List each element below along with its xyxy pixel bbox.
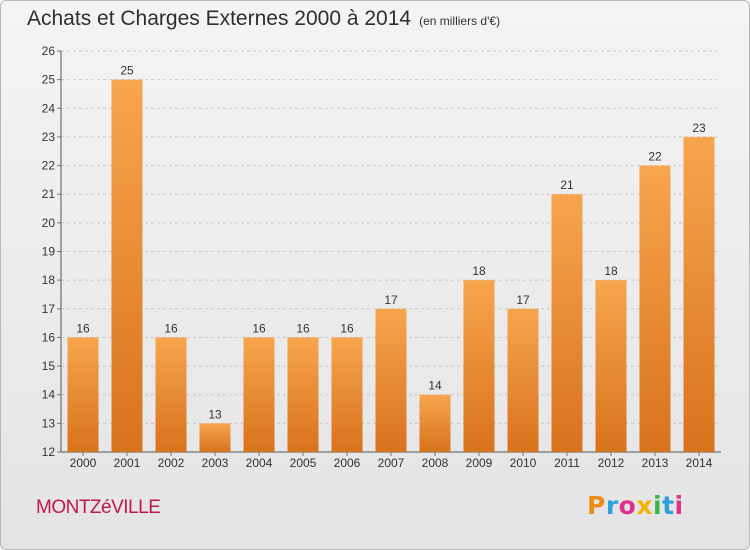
- y-tick-label: 22: [42, 159, 56, 173]
- y-tick-labels: 12 13 14 15 16 17 18 19 20 21 22 23 24 25 26: [42, 44, 56, 459]
- y-tick-label: 24: [42, 101, 56, 115]
- y-tick-label: 21: [42, 187, 56, 201]
- commune-name: MONTZéVILLE: [36, 497, 161, 518]
- logo-letter: P: [587, 491, 606, 520]
- x-tick-label: 2003: [202, 456, 229, 470]
- bar: [595, 280, 627, 452]
- logo-letter: t: [662, 491, 675, 520]
- x-tick-label: 2002: [158, 456, 185, 470]
- y-tick-label: 25: [42, 73, 56, 87]
- y-tick-label: 17: [42, 302, 56, 316]
- bar-value-label: 16: [76, 321, 90, 335]
- x-tick-label: 2012: [598, 456, 625, 470]
- bar: [287, 337, 319, 452]
- y-tick-label: 12: [42, 445, 56, 459]
- y-tick-label: 16: [42, 330, 56, 344]
- logo-letter: x: [636, 491, 653, 520]
- bar: [507, 308, 539, 452]
- y-tick-label: 23: [42, 130, 56, 144]
- x-tick-label: 2004: [246, 456, 273, 470]
- y-tick-label: 20: [42, 216, 56, 230]
- x-tick-label: 2009: [466, 456, 493, 470]
- x-tick-label: 2011: [554, 456, 580, 470]
- bar: [551, 194, 583, 452]
- y-tick-label: 13: [42, 416, 56, 430]
- bar-value-label: 13: [208, 407, 222, 421]
- bar: [639, 165, 671, 453]
- bar-value-label: 16: [340, 321, 354, 335]
- y-tick-label: 18: [42, 273, 56, 287]
- bar: [331, 337, 363, 452]
- bar-value-label: 16: [296, 321, 310, 335]
- x-tick-label: 2007: [378, 456, 405, 470]
- logo-letter: i: [653, 491, 663, 520]
- y-tick-label: 26: [42, 44, 56, 58]
- bar-value-label: 23: [692, 121, 706, 135]
- x-tick-label: 2013: [642, 456, 669, 470]
- x-tick-label: 2006: [334, 456, 361, 470]
- x-tick-label: 2014: [686, 456, 713, 470]
- x-tick-labels: 2000 2001 2002 2003 2004 2005 2006 2007 2008 2009…: [70, 452, 713, 470]
- bar-value-label: 14: [428, 379, 442, 393]
- bar: [243, 337, 275, 452]
- bar-value-label: 18: [604, 264, 618, 278]
- x-tick-label: 2008: [422, 456, 449, 470]
- bar-value-label: 16: [164, 321, 178, 335]
- bar: [199, 423, 231, 452]
- bar-value-label: 18: [472, 264, 486, 278]
- chart-title-text: Achats et Charges Externes 2000 à 2014: [27, 7, 412, 30]
- bar: [111, 79, 143, 453]
- chart-subtitle: (en milliers d'€): [419, 14, 501, 28]
- chart-title: Achats et Charges Externes 2000 à 2014 (e…: [27, 7, 500, 31]
- bar-value-label: 16: [252, 321, 266, 335]
- bar: [463, 280, 495, 452]
- bar: [155, 337, 187, 452]
- y-tick-label: 14: [42, 388, 56, 402]
- bar-value-label: 25: [120, 64, 134, 78]
- bar-value-labels: 16 25 16 13 16 16 16 17 14 18 17 21 18 22 23: [76, 64, 706, 422]
- bar-value-label: 22: [648, 150, 662, 164]
- bar-value-label: 17: [516, 293, 530, 307]
- bar-value-label: 17: [384, 293, 398, 307]
- x-tick-label: 2001: [114, 456, 141, 470]
- x-tick-label: 2005: [290, 456, 317, 470]
- bar-value-label: 21: [560, 178, 574, 192]
- bar: [375, 308, 407, 452]
- bar: [67, 337, 99, 452]
- x-tick-label: 2010: [510, 456, 537, 470]
- proxiti-logo: Proxiti: [587, 491, 684, 520]
- logo-letter: r: [605, 491, 619, 520]
- y-tick-label: 15: [42, 359, 56, 373]
- y-tick-label: 19: [42, 245, 56, 259]
- x-tick-label: 2000: [70, 456, 97, 470]
- logo-letter: i: [674, 491, 684, 520]
- bar: [683, 136, 715, 452]
- bars: [67, 79, 715, 453]
- bar: [419, 394, 451, 452]
- logo-letter: o: [618, 491, 637, 520]
